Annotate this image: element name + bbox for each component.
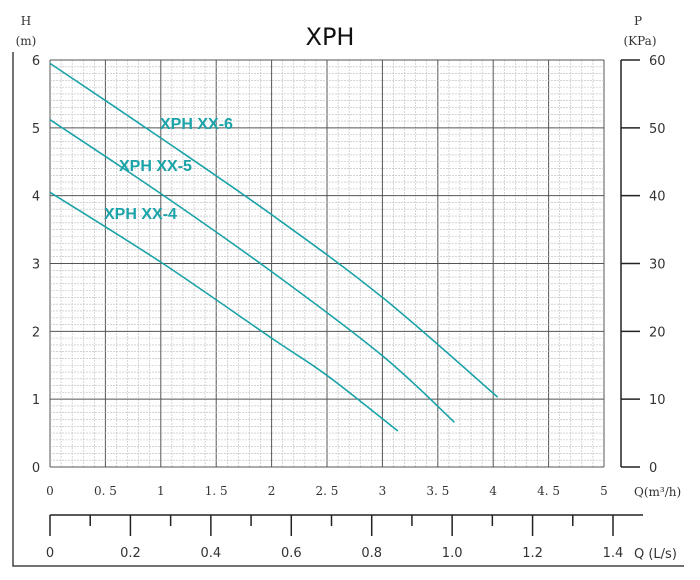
series-label-xx6: XPH XX-6 [160, 116, 233, 133]
x-tick-label: 0 [46, 484, 54, 498]
series-label-xx5: XPH XX-5 [119, 158, 192, 175]
y2-axis-unit: (KPa) [623, 34, 656, 48]
series-label-xx4: XPH XX-4 [104, 206, 177, 223]
y-tick-label: 2 [32, 325, 40, 340]
series-line-xph-xx-5 [49, 119, 455, 423]
y2-tick-label: 50 [649, 122, 666, 137]
x-tick-label: 0. 5 [94, 484, 117, 498]
x-tick-label: 2. 5 [316, 484, 339, 498]
y-axis-label: H [21, 14, 31, 28]
x-axis-label: Q(m³/h) [634, 485, 681, 499]
y-tick-label: 5 [32, 122, 40, 137]
y-tick-label: 1 [32, 393, 40, 408]
chart-title: XPH [306, 23, 355, 51]
y2-tick-label: 40 [649, 190, 666, 205]
y-tick-label: 3 [32, 258, 40, 273]
x2-tick-label: 1.4 [603, 546, 624, 561]
y-axis-unit: (m) [16, 34, 37, 48]
x-tick-label: 5 [600, 484, 608, 498]
x-tick-label: 1 [157, 484, 165, 498]
x2-tick-label: 0.8 [361, 546, 382, 561]
x-tick-label: 4 [489, 484, 497, 498]
x-tick-label: 3. 5 [426, 484, 449, 498]
grid [49, 59, 605, 468]
y2-tick-label: 10 [649, 393, 666, 408]
x-tick-label: 1. 5 [205, 484, 228, 498]
series-lines [49, 62, 499, 432]
x2-tick-label: 0.4 [201, 546, 222, 561]
y2-tick-label: 30 [649, 258, 666, 273]
x2-tick-label: 1.2 [522, 546, 543, 561]
y2-axis-label: P [634, 14, 642, 28]
x2-axis-label: Q (L/s) [634, 547, 677, 562]
x2-tick-label: 0 [46, 546, 54, 561]
series-line-xph-xx-6 [49, 62, 499, 398]
x-tick-label: 4. 5 [537, 484, 560, 498]
x-tick-label: 3 [379, 484, 387, 498]
outer-frame [12, 52, 684, 567]
y-tick-label: 6 [32, 54, 40, 69]
x2-tick-label: 0.6 [281, 546, 302, 561]
y2-tick-label: 60 [649, 54, 666, 69]
series-line-xph-xx-4 [49, 191, 399, 432]
y-tick-label: 4 [32, 190, 40, 205]
x2-tick-label: 1.0 [442, 546, 463, 561]
y2-tick-label: 20 [649, 325, 666, 340]
x2-tick-label: 0.2 [120, 546, 141, 561]
y2-tick-label: 0 [649, 461, 657, 476]
x-tick-label: 2 [268, 484, 276, 498]
y-tick-label: 0 [32, 461, 40, 476]
